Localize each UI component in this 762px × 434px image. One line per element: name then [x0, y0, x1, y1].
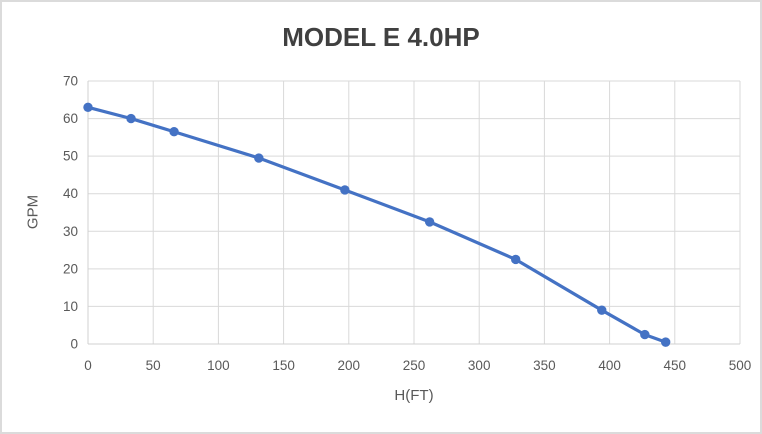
y-tick-label: 0: [70, 337, 78, 352]
data-point: [126, 113, 136, 124]
x-tick-label: 450: [664, 358, 687, 373]
y-tick-label: 30: [63, 224, 78, 239]
x-tick-label: 250: [403, 358, 426, 373]
data-point: [597, 305, 607, 315]
x-tick-label: 500: [729, 358, 752, 373]
y-tick-label: 50: [63, 149, 78, 164]
data-point: [340, 185, 350, 195]
x-tick-label: 350: [533, 358, 556, 373]
x-tick-label: 0: [84, 358, 92, 373]
x-tick-label: 400: [598, 358, 621, 373]
chart-title: MODEL E 4.0HP: [282, 22, 480, 52]
x-tick-label: 200: [338, 358, 361, 373]
data-point: [511, 254, 521, 265]
y-tick-label: 60: [63, 111, 78, 126]
x-axis-title: H(FT): [394, 387, 434, 404]
x-tick-label: 150: [272, 358, 295, 373]
y-tick-label: 20: [63, 261, 78, 276]
y-tick-label: 40: [63, 186, 78, 201]
y-axis-title: GPM: [24, 194, 42, 230]
y-tick-label: 10: [63, 299, 78, 314]
series-line: [86, 105, 668, 344]
x-tick-label: 100: [207, 358, 230, 373]
data-point: [640, 329, 650, 340]
y-tick-label: 70: [63, 74, 78, 89]
data-point: [169, 127, 179, 137]
x-tick-label: 300: [468, 358, 491, 373]
data-point: [254, 153, 264, 163]
data-point: [660, 337, 671, 347]
data-point: [83, 102, 93, 113]
x-tick-label: 50: [146, 358, 161, 373]
data-point: [424, 217, 435, 227]
